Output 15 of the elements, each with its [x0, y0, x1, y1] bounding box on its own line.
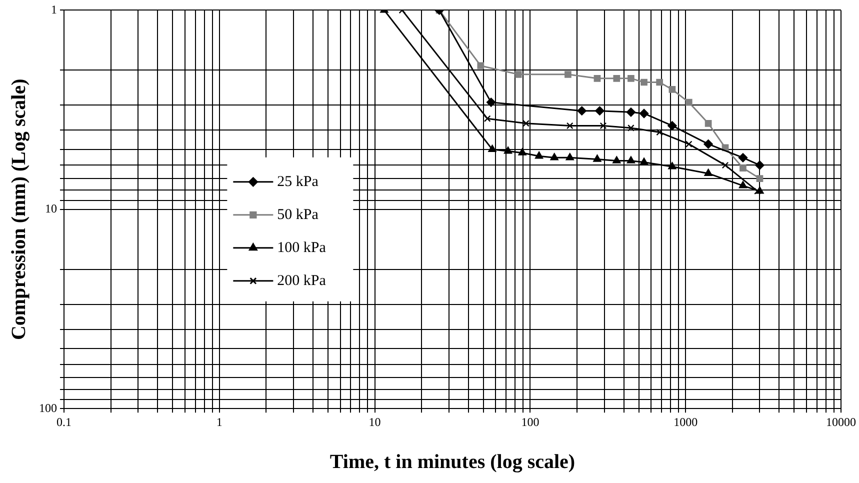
y-tick-label: 1 — [51, 2, 57, 16]
x-tick-label: 10000 — [826, 414, 856, 429]
x-tick-label: 100 — [521, 414, 540, 429]
y-tick-label: 100 — [39, 400, 57, 415]
x-axis-title: Time, t in minutes (log scale) — [330, 451, 576, 474]
x-tick-label: 0.1 — [56, 414, 72, 429]
x-tick-label: 10 — [368, 414, 381, 429]
x-tick-label: 1 — [216, 414, 222, 429]
legend-label: 200 kPa — [277, 272, 326, 289]
legend-label: 100 kPa — [277, 240, 326, 256]
x-tick-label: 1000 — [674, 414, 698, 429]
legend-label: 25 kPa — [277, 174, 319, 190]
y-axis-title: Compression (mm) (Log scale) — [8, 78, 30, 340]
legend-label: 50 kPa — [277, 206, 319, 223]
y-tick-label: 10 — [45, 202, 57, 216]
